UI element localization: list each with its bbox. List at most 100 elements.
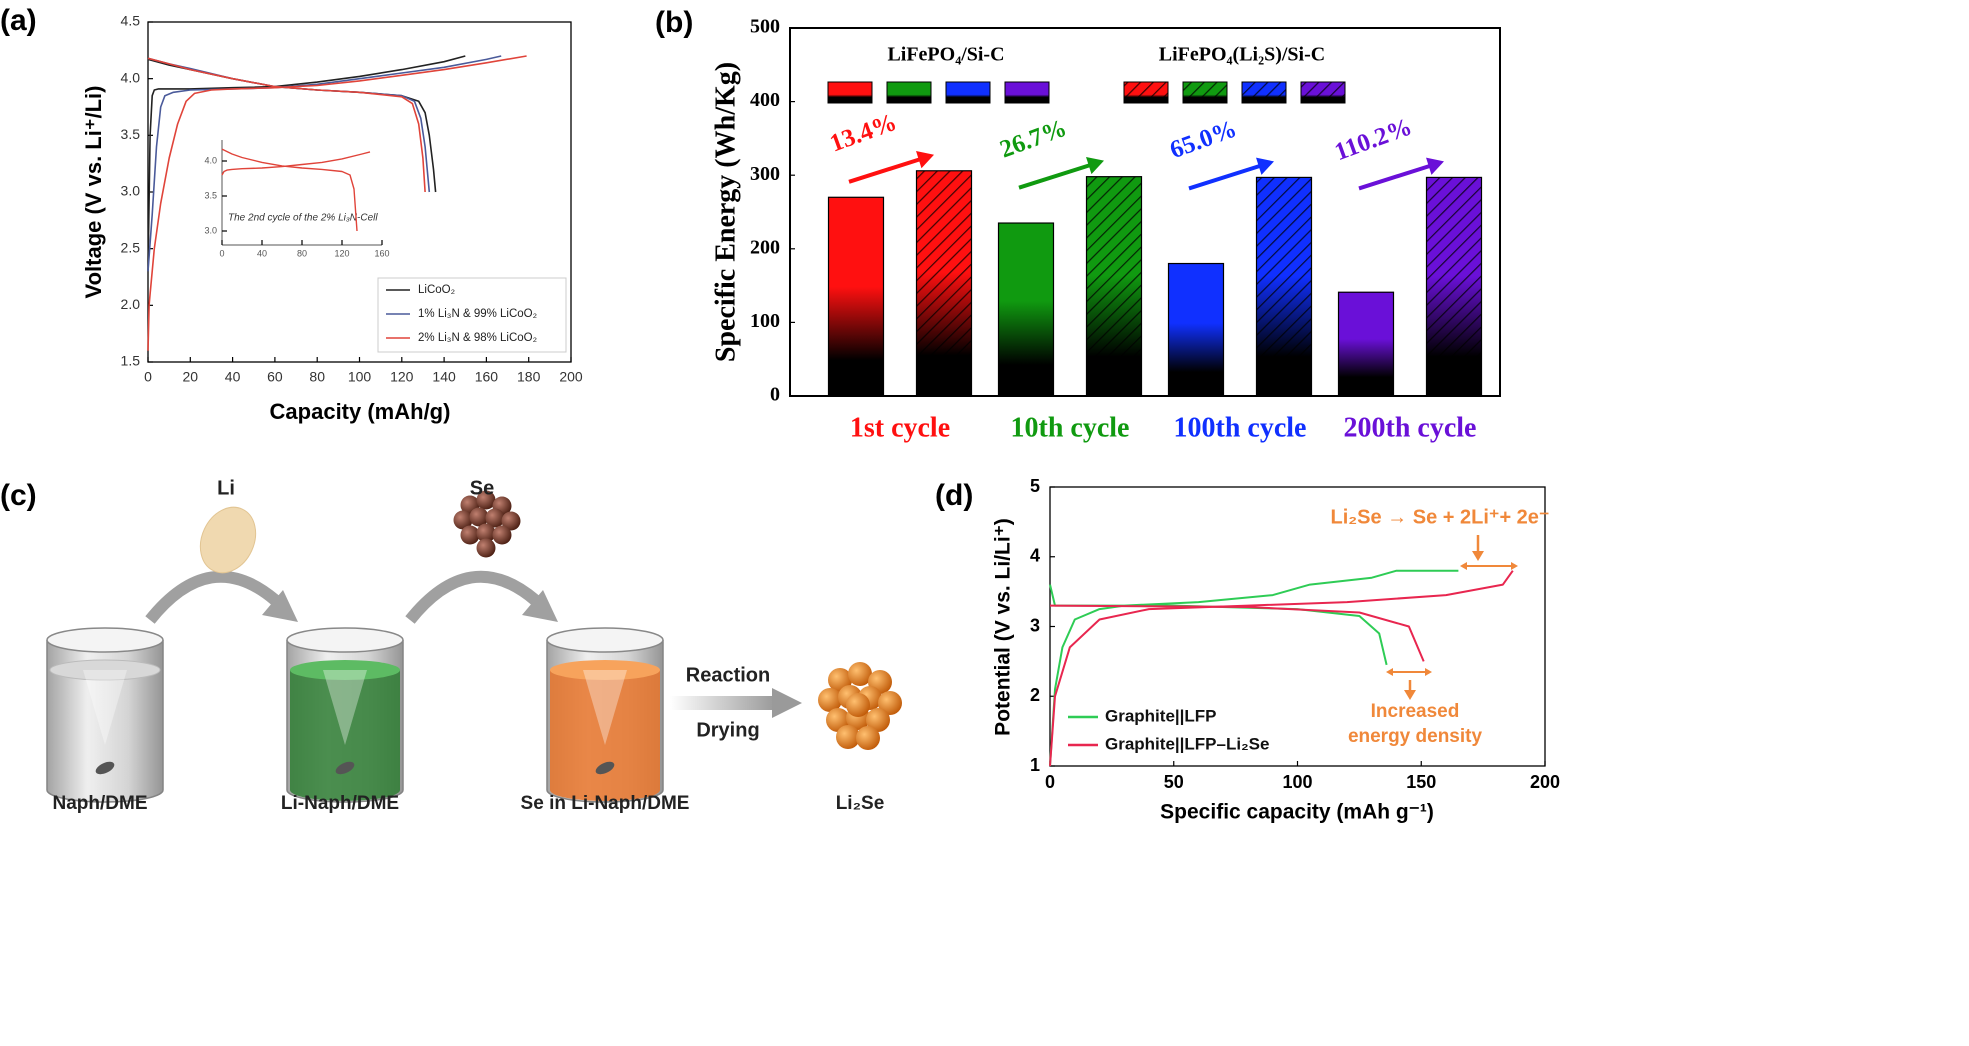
x-tick-label: 100	[1282, 772, 1312, 792]
y-tick-label: 1.5	[121, 353, 141, 369]
data-line	[221, 148, 371, 232]
increase-label: 110.2%	[1331, 113, 1415, 166]
y-tick-label: 500	[750, 16, 780, 38]
x-tick-label: 20	[183, 369, 199, 385]
li2se-particle	[836, 725, 860, 749]
bar-hatch	[1426, 177, 1482, 396]
panel-label: (d)	[935, 479, 973, 512]
y-tick-label: 4.0	[204, 155, 217, 165]
y-tick-label: 2.5	[121, 239, 141, 255]
bar-hatch	[1086, 176, 1142, 396]
stir-bar	[335, 761, 355, 775]
legend-swatch	[827, 81, 873, 104]
category-label: 100th cycle	[1174, 412, 1307, 443]
legend-label: Graphite||LFP–Li₂Se	[1105, 734, 1269, 753]
diagram-label: Li₂Se	[836, 793, 885, 814]
selenium-particle	[476, 523, 496, 543]
bar	[1337, 291, 1395, 397]
lithium-disc	[199, 506, 257, 574]
increase-arrowhead	[1256, 157, 1274, 175]
gain-annotation: Increased	[1371, 701, 1460, 722]
x-axis-label: Capacity (mAh/g)	[270, 399, 451, 424]
y-tick-label: 300	[750, 163, 780, 185]
legend-label: 1% Li₃N & 99% LiCoO₂	[418, 308, 537, 320]
selenium-particle	[469, 507, 489, 527]
reaction-annotation: Li₂Se → Se + 2Li⁺+ 2e⁻	[1331, 506, 1550, 528]
panel-label: (b)	[655, 6, 693, 39]
increase-arrowhead	[916, 151, 934, 169]
range-arrowhead	[1460, 562, 1467, 570]
selenium-particle	[501, 511, 521, 531]
y-tick-label: 100	[750, 310, 780, 332]
x-tick-label: 160	[475, 369, 499, 385]
y-tick-label: 2.0	[121, 296, 141, 312]
category-label: 10th cycle	[1011, 412, 1130, 443]
diagram-label: Naph/DME	[53, 793, 148, 814]
inset-annotation: The 2nd cycle of the 2% Li₃N-Cell	[228, 213, 378, 224]
selenium-particle	[476, 490, 496, 510]
x-tick-label: 40	[225, 369, 241, 385]
x-axis-label: Specific capacity (mAh g⁻¹)	[1160, 801, 1434, 824]
x-tick-label: 160	[374, 248, 389, 258]
y-tick-label: 3.0	[204, 225, 217, 235]
y-tick-label: 3.5	[121, 126, 141, 142]
legend-label: LiFePO₄(Li₂S)/Si-C	[1159, 44, 1325, 66]
legend-label: Graphite||LFP	[1105, 706, 1217, 725]
beaker-rim	[46, 627, 164, 653]
vortex	[83, 670, 127, 745]
range-arrowhead	[1425, 668, 1432, 676]
range-arrowhead	[1386, 668, 1393, 676]
vortex	[583, 670, 627, 745]
x-tick-label: 60	[267, 369, 283, 385]
diagram-label: Reaction	[686, 664, 770, 686]
legend-hatch	[1242, 82, 1286, 103]
diagram-label: Drying	[696, 719, 759, 741]
x-tick-label: 180	[517, 369, 541, 385]
process-arrowhead	[262, 590, 298, 622]
legend-hatch	[1183, 82, 1227, 103]
category-label: 200th cycle	[1344, 412, 1477, 443]
diagram-label: Se in Li-Naph/DME	[521, 793, 690, 814]
range-arrowhead	[1511, 562, 1518, 570]
y-tick-label: 4.0	[121, 69, 141, 85]
process-arrowhead	[522, 590, 558, 622]
legend-swatch	[945, 81, 991, 104]
liquid-surface	[290, 660, 400, 680]
process-arrow	[405, 570, 539, 624]
selenium-particle	[485, 508, 505, 528]
reaction-arrow	[670, 696, 775, 710]
x-tick-label: 120	[334, 248, 349, 258]
category-label: 1st cycle	[850, 412, 950, 443]
increase-label: 65.0%	[1166, 115, 1240, 164]
y-tick-label: 3	[1030, 615, 1040, 635]
diagram-label: Se	[470, 477, 494, 499]
liquid-surface	[550, 660, 660, 680]
legend-swatch	[886, 81, 932, 104]
x-tick-label: 0	[219, 248, 224, 258]
li2se-particle	[846, 693, 870, 717]
increase-arrowhead	[1086, 156, 1104, 175]
li2se-particle	[856, 726, 880, 750]
legend-swatch	[1004, 81, 1050, 104]
y-axis-label: Specific Energy (Wh/Kg)	[710, 62, 741, 362]
panel-label: (c)	[0, 479, 37, 512]
selenium-particle	[492, 525, 512, 545]
reaction-arrowhead	[772, 688, 802, 718]
data-line	[1049, 570, 1514, 767]
y-tick-label: 1	[1030, 755, 1040, 775]
selenium-particle	[476, 538, 496, 558]
diagram-label: Li-Naph/DME	[281, 793, 399, 814]
pointer-head	[1472, 551, 1484, 561]
y-axis-label: Voltage (V vs. Li⁺/Li)	[81, 86, 106, 299]
pointer-head	[1404, 690, 1416, 700]
increase-arrow	[1018, 161, 1095, 190]
legend-label: 2% Li₃N & 98% LiCoO₂	[418, 332, 537, 344]
x-tick-label: 80	[309, 369, 325, 385]
y-tick-label: 3.0	[121, 183, 141, 199]
y-tick-label: 200	[750, 236, 780, 258]
increase-arrow	[1188, 162, 1265, 191]
li2se-particle	[818, 688, 842, 712]
bar	[997, 222, 1055, 397]
liquid-surface	[49, 659, 161, 681]
